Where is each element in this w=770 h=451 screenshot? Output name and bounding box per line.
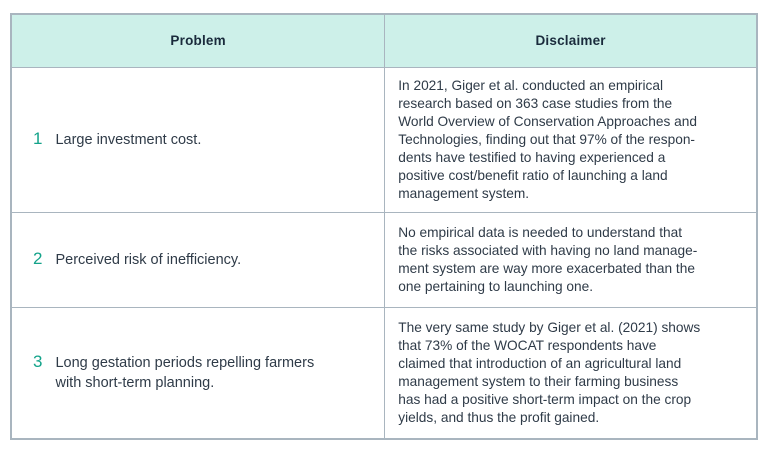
problem-disclaimer-table: Problem Disclaimer 1 Large investment co… (10, 13, 758, 440)
problem-cell: 3 Long gestation periods repelling farme… (10, 306, 386, 440)
disclaimer-text: The very same study by Giger et al. (202… (384, 306, 758, 440)
table-row: 2 Perceived risk of inefficiency. No emp… (10, 211, 758, 308)
table-row: 3 Long gestation periods repelling farme… (10, 306, 758, 440)
problem-item: 1 Large investment cost. (33, 129, 370, 151)
column-header-problem: Problem (10, 13, 386, 68)
problem-text: Long gestation periods repelling farmers… (55, 355, 315, 391)
row-number: 2 (33, 248, 43, 268)
table: Problem Disclaimer 1 Large investment co… (10, 13, 758, 440)
problem-text: Perceived risk of inefficiency. (55, 251, 242, 268)
problem-item: 3 Long gestation periods repelling farme… (33, 352, 370, 393)
table-header-row: Problem Disclaimer (10, 13, 758, 68)
row-number: 3 (33, 352, 43, 372)
disclaimer-text: No empirical data is needed to understan… (384, 211, 758, 308)
table-row: 1 Large investment cost. In 2021, Giger … (10, 66, 758, 213)
problem-cell: 1 Large investment cost. (10, 66, 386, 213)
problem-item: 2 Perceived risk of inefficiency. (33, 249, 370, 271)
disclaimer-text: In 2021, Giger et al. conducted an empir… (384, 66, 758, 213)
column-header-disclaimer: Disclaimer (384, 13, 758, 68)
row-number: 1 (33, 128, 43, 148)
problem-text: Large investment cost. (55, 131, 202, 148)
problem-cell: 2 Perceived risk of inefficiency. (10, 211, 386, 308)
